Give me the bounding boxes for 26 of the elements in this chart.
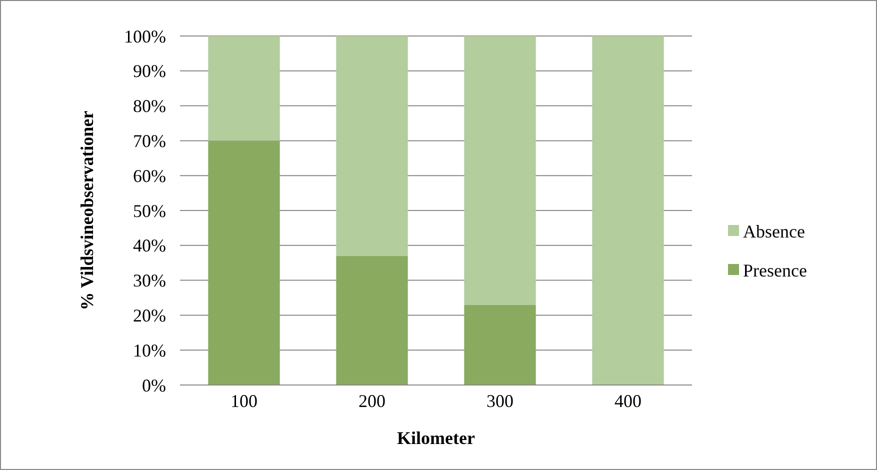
y-tick-label: 100% <box>124 26 166 46</box>
y-tick-label: 30% <box>133 270 166 291</box>
x-tick-label: 100 <box>230 391 258 411</box>
bar <box>592 36 664 385</box>
x-tick-label: 200 <box>358 391 386 411</box>
y-tick-label: 90% <box>133 61 166 82</box>
y-tick-label: 40% <box>133 236 166 256</box>
y-tick-label: 60% <box>133 166 166 186</box>
y-tick-label: 20% <box>133 306 166 326</box>
x-tick-label: 400 <box>614 391 642 411</box>
y-tick-label: 10% <box>133 340 166 360</box>
y-tick-label: 70% <box>133 131 166 151</box>
y-tick-label: 0% <box>142 375 166 396</box>
x-axis-title: Kilometer <box>397 428 475 448</box>
bar <box>336 36 408 256</box>
y-tick-label: 80% <box>133 96 166 116</box>
legend-label: Presence <box>743 260 807 280</box>
y-tick-label: 50% <box>133 200 166 221</box>
bar <box>336 256 408 385</box>
bar <box>464 304 536 385</box>
y-axis-title: % Vildsvineobservationer <box>77 110 97 310</box>
bar <box>464 36 536 305</box>
bar <box>208 140 280 385</box>
bar <box>208 36 280 141</box>
x-tick-label: 300 <box>486 391 514 411</box>
legend-label: Absence <box>743 221 805 242</box>
